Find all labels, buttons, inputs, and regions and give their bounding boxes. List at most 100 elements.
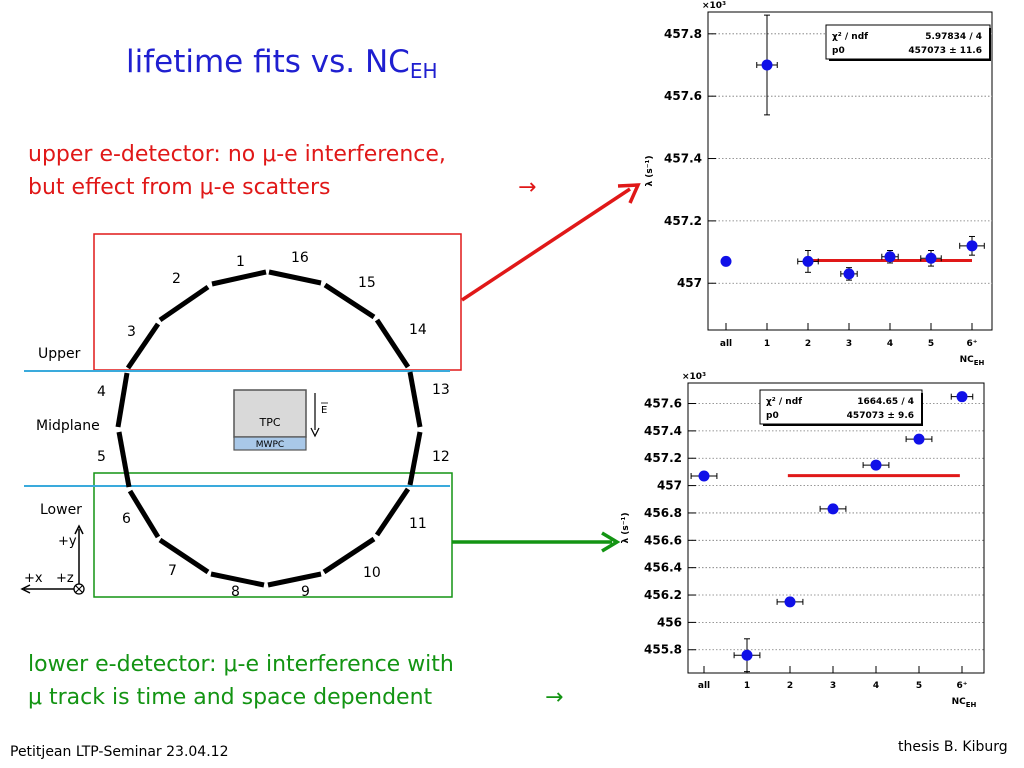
upper-detector-text: upper e-detector: no μ-e interference, b… — [28, 138, 536, 204]
data-point — [720, 255, 732, 267]
segment-11 — [374, 487, 411, 537]
x-tick-label: 2 — [787, 681, 793, 691]
plot-frame — [707, 11, 993, 331]
segment-16 — [268, 269, 322, 286]
segment-label-3: 3 — [127, 324, 136, 340]
upper-text-line1: upper e-detector: no μ-e interference, — [28, 142, 446, 167]
efield-label: E — [321, 405, 327, 416]
stats-label: p0 — [766, 411, 779, 421]
lower-detector-text: lower e-detector: μ-e interference with … — [28, 648, 563, 714]
detector-diagram: 1 2 3 4 5 6 7 8 9 10 11 12 13 14 15 16 U… — [20, 233, 462, 600]
segment-9 — [267, 571, 322, 588]
y-tick-label: 456.8 — [644, 506, 682, 520]
segment-label-9: 9 — [301, 584, 310, 600]
data-point — [913, 433, 925, 445]
y-tick-label: 457.6 — [664, 89, 702, 103]
midplane-label: Midplane — [36, 418, 100, 434]
y-tick-label: 457.2 — [644, 451, 682, 465]
x-tick-label: all — [698, 681, 710, 691]
upper-lifetime-chart: 457 457.2 457.4 457.6 457.8 all 1 2 3 4 5 6⁺ ×10³ λ (… — [645, 1, 993, 367]
segment-label-16: 16 — [291, 250, 309, 266]
segment-label-13: 13 — [432, 382, 450, 398]
stats-value: 1664.65 / 4 — [857, 397, 914, 407]
x-tick-label: 5 — [928, 339, 934, 349]
lower-text-line1: lower e-detector: μ-e interference with — [28, 652, 454, 677]
axis-multiplier: ×10³ — [702, 1, 726, 11]
segment-label-4: 4 — [97, 384, 106, 400]
y-axis-label: λ (s⁻¹) — [645, 155, 655, 186]
data-point — [966, 240, 978, 252]
x-axis-label-sub: EH — [966, 701, 977, 709]
segment-4 — [115, 372, 130, 428]
slide-title: lifetime fits vs. NCEH — [126, 44, 438, 83]
data-point — [884, 251, 896, 263]
axis-y-arrowhead — [74, 524, 84, 535]
segment-label-15: 15 — [358, 275, 376, 291]
x-axis-label-sub: EH — [974, 359, 985, 367]
lower-label: Lower — [40, 502, 82, 518]
segment-label-5: 5 — [97, 449, 106, 465]
x-tick-label: 4 — [873, 681, 879, 691]
data-point — [870, 459, 882, 471]
stats-label: χ² / ndf — [766, 397, 802, 407]
lower-lifetime-chart: 455.8 456 456.2 456.4 456.6 456.8 457 457.2 457.… — [621, 372, 985, 709]
plot-frame — [687, 382, 985, 674]
axis-y-label: +y — [58, 534, 77, 549]
data-point — [802, 255, 814, 267]
stats-value: 457073 ± 11.6 — [908, 46, 982, 56]
mwpc-label: MWPC — [256, 440, 284, 450]
y-tick-label: 455.8 — [644, 643, 682, 657]
segment-8 — [210, 571, 265, 588]
data-point — [956, 391, 968, 403]
axis-multiplier: ×10³ — [682, 372, 706, 382]
stats-label: p0 — [832, 46, 845, 56]
tpc-label: TPC — [258, 416, 280, 429]
data-point — [761, 59, 773, 71]
y-tick-label: 457.2 — [664, 214, 702, 228]
upper-label: Upper — [38, 346, 81, 362]
segment-1 — [211, 269, 267, 287]
segment-3 — [125, 322, 161, 370]
segment-15 — [323, 282, 376, 320]
segment-label-6: 6 — [122, 511, 131, 527]
tpc-box — [233, 389, 307, 438]
red-connector-arrow — [461, 187, 631, 302]
y-tick-label: 457.4 — [664, 152, 702, 166]
x-tick-label: 1 — [744, 681, 750, 691]
data-point — [925, 252, 937, 264]
x-tick-label: all — [720, 339, 732, 349]
lower-text-line2: μ track is time and space dependent → — [28, 681, 563, 714]
segment-label-1: 1 — [236, 254, 245, 270]
upper-arrow-glyph: → — [518, 175, 537, 200]
upper-region-box — [93, 233, 462, 371]
axis-x-arrowhead — [20, 584, 31, 594]
segment-label-11: 11 — [409, 516, 427, 532]
data-point — [843, 268, 855, 280]
x-axis-label: NCEH — [960, 355, 985, 367]
segment-label-2: 2 — [172, 271, 181, 287]
lower-region-box — [93, 472, 453, 598]
y-tick-label: 456.4 — [644, 561, 682, 575]
segment-13 — [407, 371, 423, 428]
segment-label-12: 12 — [432, 449, 450, 465]
y-tick-label: 457.6 — [644, 397, 682, 411]
stats-value: 5.97834 / 4 — [925, 32, 982, 42]
segment-10 — [322, 536, 376, 575]
x-axis-label: NCEH — [952, 697, 977, 709]
x-tick-label: 2 — [805, 339, 811, 349]
y-tick-label: 457 — [657, 479, 682, 493]
data-point — [698, 470, 710, 482]
mwpc-box — [233, 436, 307, 451]
y-tick-label: 456.2 — [644, 588, 682, 602]
segment-5 — [116, 431, 132, 488]
segment-6 — [127, 489, 161, 539]
segment-label-10: 10 — [363, 565, 381, 581]
efield-arrowhead — [310, 427, 320, 438]
segment-label-8: 8 — [231, 584, 240, 600]
y-tick-label: 456 — [657, 615, 682, 629]
y-tick-label: 456.6 — [644, 533, 682, 547]
y-tick-label: 457.8 — [664, 27, 702, 41]
x-tick-label: 5 — [916, 681, 922, 691]
x-tick-label: 6⁺ — [956, 681, 967, 691]
detector-segments — [115, 269, 423, 588]
